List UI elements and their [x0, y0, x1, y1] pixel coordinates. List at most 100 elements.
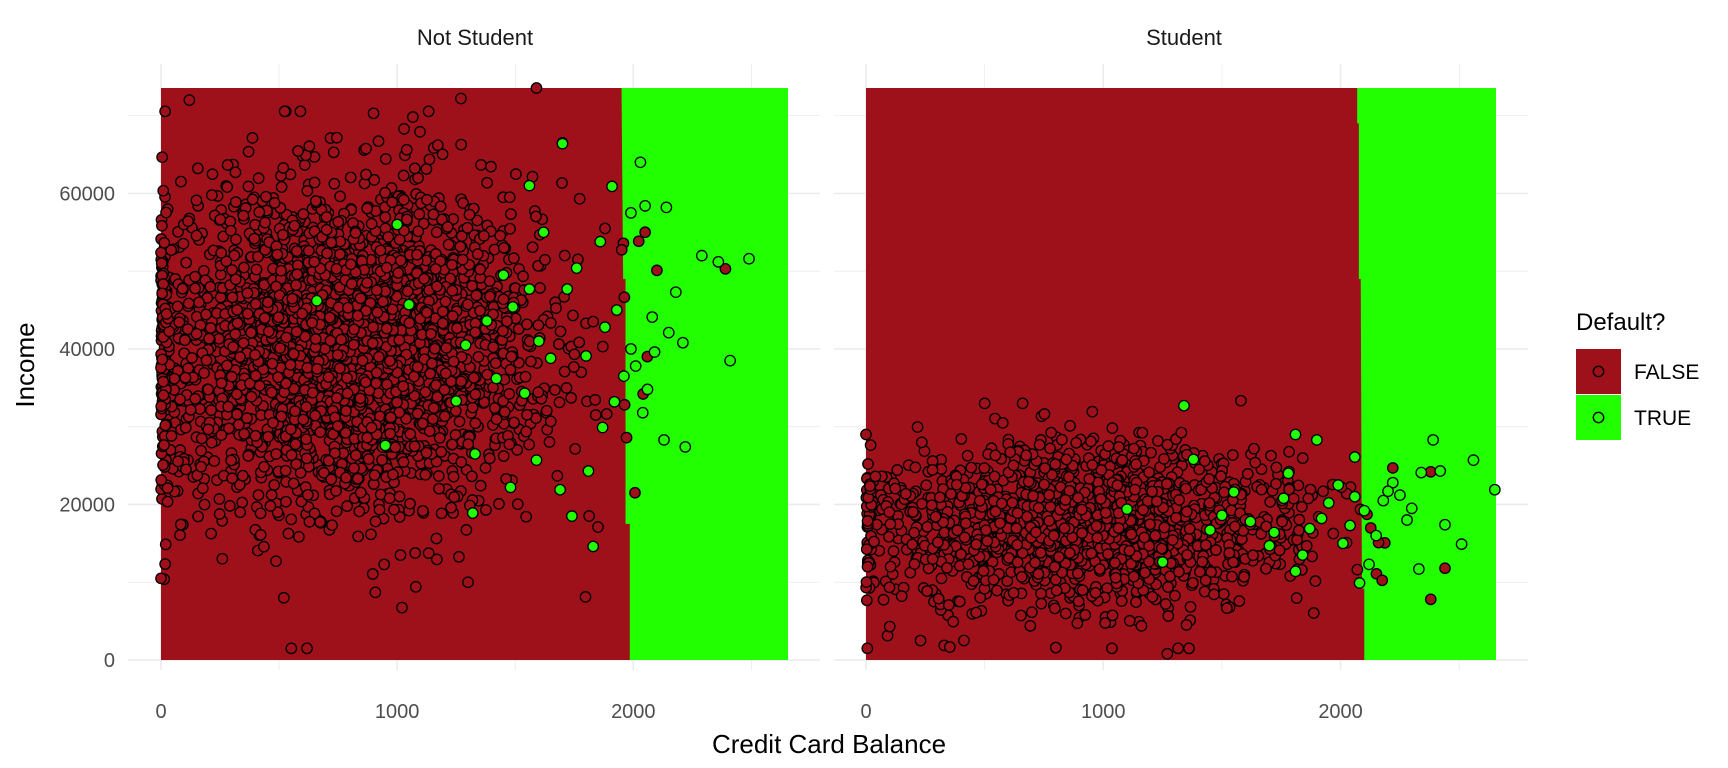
point-default-false — [277, 591, 290, 604]
point-default-false — [330, 262, 343, 275]
point-default-false — [288, 219, 301, 232]
point-default-false — [225, 454, 237, 467]
point-default-true — [1405, 502, 1418, 515]
point-default-false — [1086, 405, 1099, 418]
point-default-false — [241, 412, 253, 424]
point-default-false — [1144, 518, 1156, 531]
point-default-false — [511, 498, 524, 511]
point-default-false — [1033, 438, 1046, 451]
point-default-false — [1044, 442, 1056, 455]
point-default-false — [1155, 542, 1168, 555]
point-default-false — [977, 565, 990, 577]
point-default-false — [320, 211, 333, 223]
point-default-false — [190, 327, 203, 340]
point-default-false — [258, 312, 271, 324]
point-default-true — [1434, 465, 1447, 477]
point-default-false — [1217, 588, 1230, 600]
point-default-false — [173, 316, 186, 329]
point-default-false — [974, 494, 986, 507]
point-default-false — [198, 498, 211, 511]
point-default-false — [340, 405, 352, 417]
point-default-false — [348, 323, 360, 336]
point-default-false — [1123, 544, 1136, 557]
point-default-false — [242, 450, 255, 462]
point-default-false — [891, 464, 904, 476]
point-default-false — [287, 477, 300, 490]
point-default-false — [994, 517, 1006, 530]
point-default-false — [231, 303, 243, 316]
point-default-false — [1038, 478, 1051, 491]
point-default-false — [651, 264, 663, 277]
point-default-true — [658, 434, 670, 446]
point-default-false — [176, 282, 189, 295]
point-default-false — [303, 515, 316, 528]
point-default-false — [1137, 504, 1149, 516]
point-default-true — [504, 481, 517, 494]
point-default-false — [236, 496, 248, 509]
point-default-false — [379, 211, 392, 224]
point-default-false — [1072, 595, 1085, 608]
point-default-false — [1146, 485, 1158, 498]
point-default-true — [660, 201, 673, 214]
point-default-true — [641, 383, 654, 396]
point-default-false — [493, 498, 505, 510]
point-default-false — [1290, 592, 1303, 604]
point-default-false — [877, 593, 890, 606]
point-default-true — [582, 465, 595, 477]
point-default-false — [409, 547, 422, 559]
point-default-true — [459, 339, 472, 351]
point-default-false — [1170, 511, 1182, 524]
point-default-false — [439, 367, 452, 380]
point-default-false — [394, 549, 407, 561]
point-default-false — [869, 470, 882, 483]
point-default-false — [932, 592, 945, 605]
point-default-true — [599, 321, 611, 334]
point-default-false — [483, 452, 496, 465]
point-default-false — [1169, 589, 1181, 602]
point-default-false — [275, 410, 288, 423]
point-default-false — [466, 279, 478, 292]
point-default-false — [423, 425, 436, 438]
point-default-false — [204, 322, 217, 334]
point-default-false — [202, 383, 215, 396]
panel-student: Student — [834, 25, 1528, 670]
point-default-false — [1091, 531, 1104, 544]
point-default-false — [222, 400, 235, 413]
point-default-false — [498, 406, 511, 418]
point-default-false — [461, 298, 474, 311]
point-default-false — [301, 361, 314, 374]
point-default-false — [382, 231, 395, 243]
point-default-false — [480, 504, 492, 516]
point-default-false — [419, 386, 432, 398]
point-default-false — [1029, 526, 1042, 539]
point-default-false — [369, 586, 382, 599]
point-default-true — [507, 301, 519, 313]
point-default-false — [861, 560, 874, 573]
point-default-false — [354, 486, 367, 499]
point-default-false — [1293, 524, 1305, 537]
point-default-true — [1455, 538, 1468, 550]
point-default-false — [532, 319, 545, 332]
point-default-false — [407, 111, 419, 123]
point-default-false — [429, 263, 442, 275]
point-default-false — [367, 107, 380, 120]
point-default-false — [1116, 454, 1129, 466]
point-default-false — [237, 209, 250, 222]
point-default-false — [519, 370, 532, 383]
point-default-false — [180, 463, 192, 476]
point-default-false — [1059, 607, 1072, 620]
point-default-false — [360, 142, 372, 155]
point-default-false — [392, 267, 405, 279]
point-default-false — [1060, 453, 1073, 466]
point-default-false — [323, 311, 336, 324]
point-default-false — [231, 317, 244, 329]
point-default-false — [534, 282, 546, 294]
point-default-false — [157, 459, 169, 471]
point-default-false — [182, 297, 195, 310]
point-default-false — [462, 438, 475, 451]
point-default-false — [1226, 449, 1239, 461]
point-default-false — [427, 413, 439, 425]
point-default-false — [370, 366, 383, 379]
point-default-false — [955, 548, 967, 561]
point-default-false — [398, 123, 410, 135]
